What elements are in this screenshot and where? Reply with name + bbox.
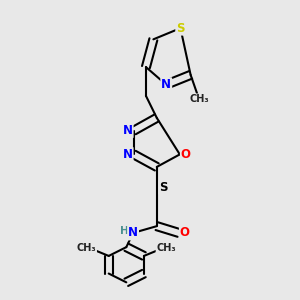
Text: N: N — [128, 226, 138, 239]
Text: O: O — [180, 226, 190, 239]
Text: CH₃: CH₃ — [189, 94, 209, 104]
Text: N: N — [123, 148, 133, 161]
Text: N: N — [123, 124, 133, 137]
Text: N: N — [161, 78, 171, 91]
Text: S: S — [159, 181, 168, 194]
Text: O: O — [181, 148, 191, 161]
Text: CH₃: CH₃ — [156, 243, 176, 253]
Text: CH₃: CH₃ — [76, 243, 96, 253]
Text: S: S — [176, 22, 185, 35]
Text: H: H — [120, 226, 129, 236]
